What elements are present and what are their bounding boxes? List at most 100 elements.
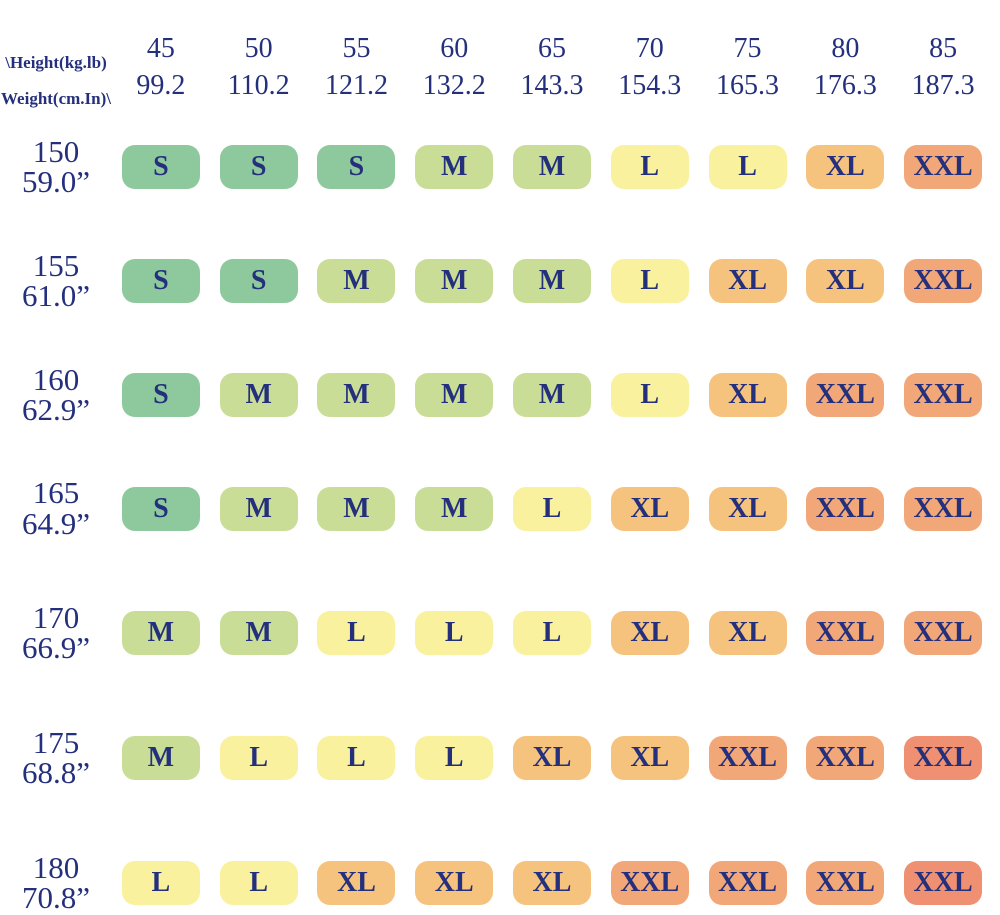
row-label: 165 64.9” [0,477,112,539]
height-cm-value: 180 [32,849,80,885]
weight-lb-value: 187.3 [911,70,975,101]
size-cell: L [308,611,406,656]
size-cell: XL [601,736,699,781]
weight-kg-value: 65 [537,33,566,64]
column-header-50kg: 50 110.2 [210,30,308,104]
size-cell: S [112,372,210,417]
size-badge-m: M [415,486,494,531]
weight-kg-value: 85 [929,33,958,64]
size-badge-xxl: XXL [806,860,885,905]
table-row-160cm: 160 62.9” S M M M M L XL XXL XXL [0,363,992,427]
size-cell: S [112,145,210,190]
size-cell: XXL [699,736,797,781]
size-cell: XL [503,736,601,781]
size-cell: M [210,611,308,656]
weight-lb-value: 154.3 [618,70,682,101]
column-header-60kg: 60 132.2 [405,30,503,104]
column-header-55kg: 55 121.2 [308,30,406,104]
size-badge-s: S [121,372,200,417]
size-badge-m: M [317,486,396,531]
size-cell: XL [601,486,699,531]
size-cell: M [308,259,406,304]
size-badge-xl: XL [512,736,591,781]
size-badge-xl: XL [512,860,591,905]
size-badge-xl: XL [806,259,885,304]
size-cell: M [308,486,406,531]
size-cell: XXL [796,486,894,531]
size-badge-xxl: XXL [806,372,885,417]
size-cell: XXL [796,860,894,905]
size-badge-xxl: XXL [904,486,983,531]
size-badge-s: S [121,486,200,531]
size-cell: XXL [796,736,894,781]
size-badge-xxl: XXL [904,736,983,781]
size-badge-m: M [317,259,396,304]
size-cell: XXL [601,860,699,905]
size-cell: XL [308,860,406,905]
height-in-value: 59.0” [21,164,90,200]
size-badge-m: M [415,372,494,417]
weight-lb-value: 143.3 [520,70,584,101]
size-badge-l: L [415,611,494,656]
size-cell: XL [699,259,797,304]
size-cell: XXL [894,486,992,531]
weight-lb-value: 132.2 [422,70,486,101]
size-cell: XL [699,486,797,531]
size-cell: M [308,372,406,417]
size-badge-l: L [708,145,787,190]
weight-lb-value: 121.2 [324,70,388,101]
axis-corner-label: \Height(kg.lb) Weight(cm.In)\ [0,30,112,116]
size-cell: XXL [796,372,894,417]
size-cell: S [210,145,308,190]
column-header-80kg: 80 176.3 [796,30,894,104]
size-badge-m: M [219,486,298,531]
height-in-value: 66.9” [21,630,90,666]
weight-kg-value: 50 [244,33,273,64]
size-badge-l: L [610,259,689,304]
height-in-value: 70.8” [21,879,90,915]
size-cell: XXL [894,611,992,656]
size-badge-l: L [121,860,200,905]
height-cm-value: 155 [32,247,80,283]
size-badge-l: L [610,372,689,417]
size-badge-l: L [415,736,494,781]
size-badge-m: M [415,259,494,304]
size-cell: XXL [894,860,992,905]
size-cell: XL [796,259,894,304]
header-row: \Height(kg.lb) Weight(cm.In)\ 45 99.2 50 11… [0,30,992,116]
size-cell: L [405,611,503,656]
size-badge-m: M [121,736,200,781]
size-cell: M [503,372,601,417]
size-cell: L [503,486,601,531]
table-row-170cm: 170 66.9” M M L L L XL XL XXL XXL [0,602,992,666]
weight-kg-value: 80 [831,33,860,64]
size-cell: XXL [699,860,797,905]
size-badge-l: L [219,860,298,905]
size-badge-m: M [415,145,494,190]
size-badge-xl: XL [708,486,787,531]
height-in-value: 62.9” [21,391,90,427]
height-axis-label: \Height(kg.lb) [5,53,107,72]
size-cell: L [210,736,308,781]
size-badge-xl: XL [415,860,494,905]
size-badge-m: M [512,372,591,417]
column-header-45kg: 45 99.2 [112,30,210,104]
height-in-value: 68.8” [21,755,90,791]
table-row-165cm: 165 64.9” S M M M L XL XL XXL XXL [0,477,992,539]
size-badge-m: M [219,611,298,656]
height-cm-value: 150 [32,134,80,169]
size-badge-l: L [219,736,298,781]
size-cell: M [503,145,601,190]
row-label: 155 61.0” [0,247,112,312]
size-badge-s: S [121,259,200,304]
size-cell: L [601,145,699,190]
row-label: 170 66.9” [0,602,112,666]
size-cell: M [405,259,503,304]
size-badge-xl: XL [610,611,689,656]
size-badge-m: M [512,145,591,190]
row-label: 150 59.0” [0,134,112,200]
size-badge-xl: XL [317,860,396,905]
size-badge-m: M [121,611,200,656]
size-cell: XL [699,372,797,417]
size-cell: L [405,736,503,781]
